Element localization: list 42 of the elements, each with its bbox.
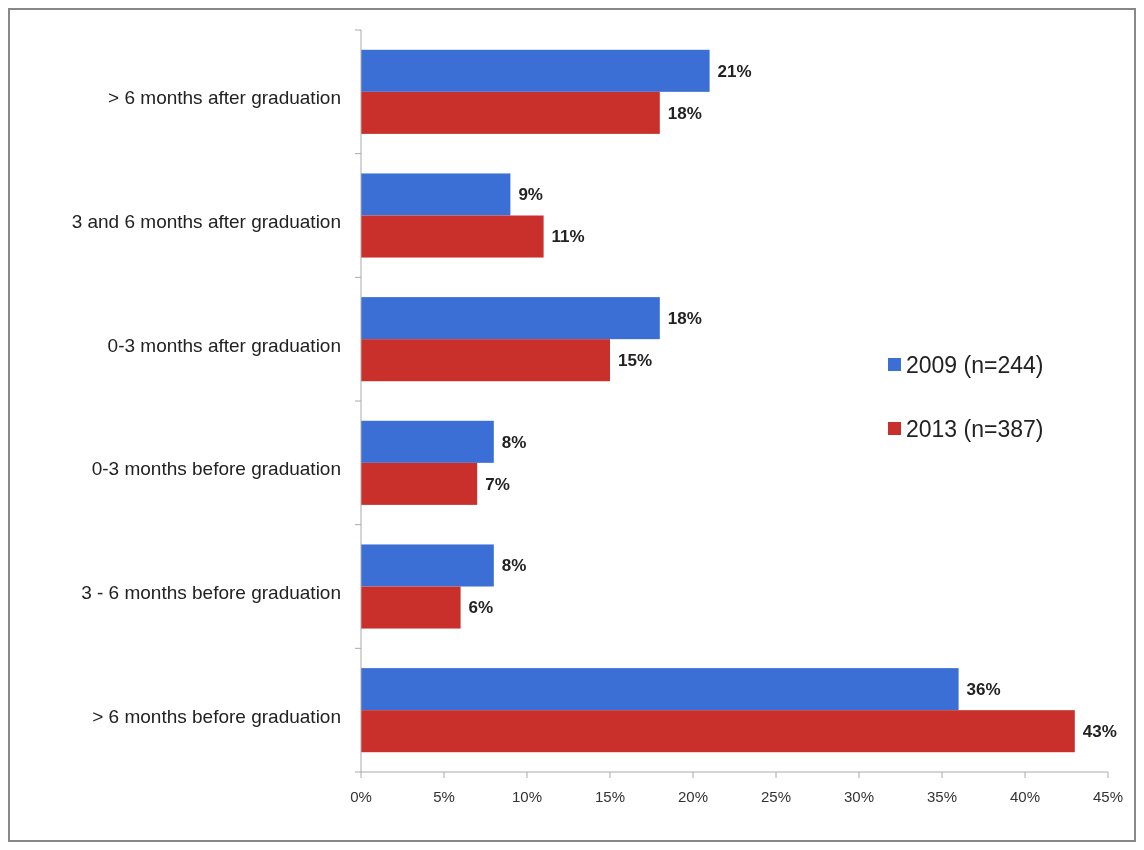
y-tick-label: 0-3 months before graduation [91, 458, 341, 480]
legend-label: 2013 (n=387) [906, 416, 1044, 443]
x-tick-label: 35% [926, 788, 958, 805]
data-label: 18% [667, 103, 702, 123]
data-label: 21% [717, 61, 752, 81]
bar [361, 173, 511, 216]
data-label: 18% [667, 309, 702, 329]
x-tick-label: 0% [350, 788, 372, 805]
x-tick-label: 25% [760, 788, 792, 805]
data-label: 7% [485, 474, 510, 494]
x-tick-label: 10% [511, 788, 543, 805]
data-label: 15% [618, 351, 653, 371]
x-tick-label: 15% [594, 788, 626, 805]
bar [361, 544, 494, 587]
legend-label: 2009 (n=244) [906, 352, 1044, 379]
data-label: 8% [501, 556, 527, 576]
bar [361, 586, 461, 629]
bar [361, 462, 478, 505]
y-tick-label: > 6 months before graduation [92, 705, 341, 727]
data-label: 11% [551, 227, 585, 247]
bar [361, 710, 1075, 753]
data-label: 43% [1082, 722, 1117, 742]
x-tick-label: 30% [843, 788, 875, 805]
x-tick-label: 20% [677, 788, 709, 805]
x-tick-label: 5% [433, 788, 455, 805]
data-label: 6% [468, 598, 494, 618]
bar [361, 91, 660, 134]
bar [361, 420, 494, 463]
bar [361, 297, 660, 340]
y-tick-label: 3 and 6 months after graduation [71, 210, 341, 232]
y-tick-label: 0-3 months after graduation [107, 334, 341, 356]
data-label: 36% [966, 680, 1001, 700]
y-tick-label: 3 - 6 months before graduation [81, 581, 341, 603]
bar [361, 668, 959, 711]
x-tick-label: 45% [1092, 788, 1124, 805]
y-tick-label: > 6 months after graduation [108, 87, 341, 109]
data-label: 8% [501, 432, 527, 452]
data-label: 9% [518, 185, 543, 205]
x-tick-label: 40% [1009, 788, 1041, 805]
bar [361, 215, 544, 258]
bar [361, 339, 610, 382]
bar [361, 49, 710, 92]
